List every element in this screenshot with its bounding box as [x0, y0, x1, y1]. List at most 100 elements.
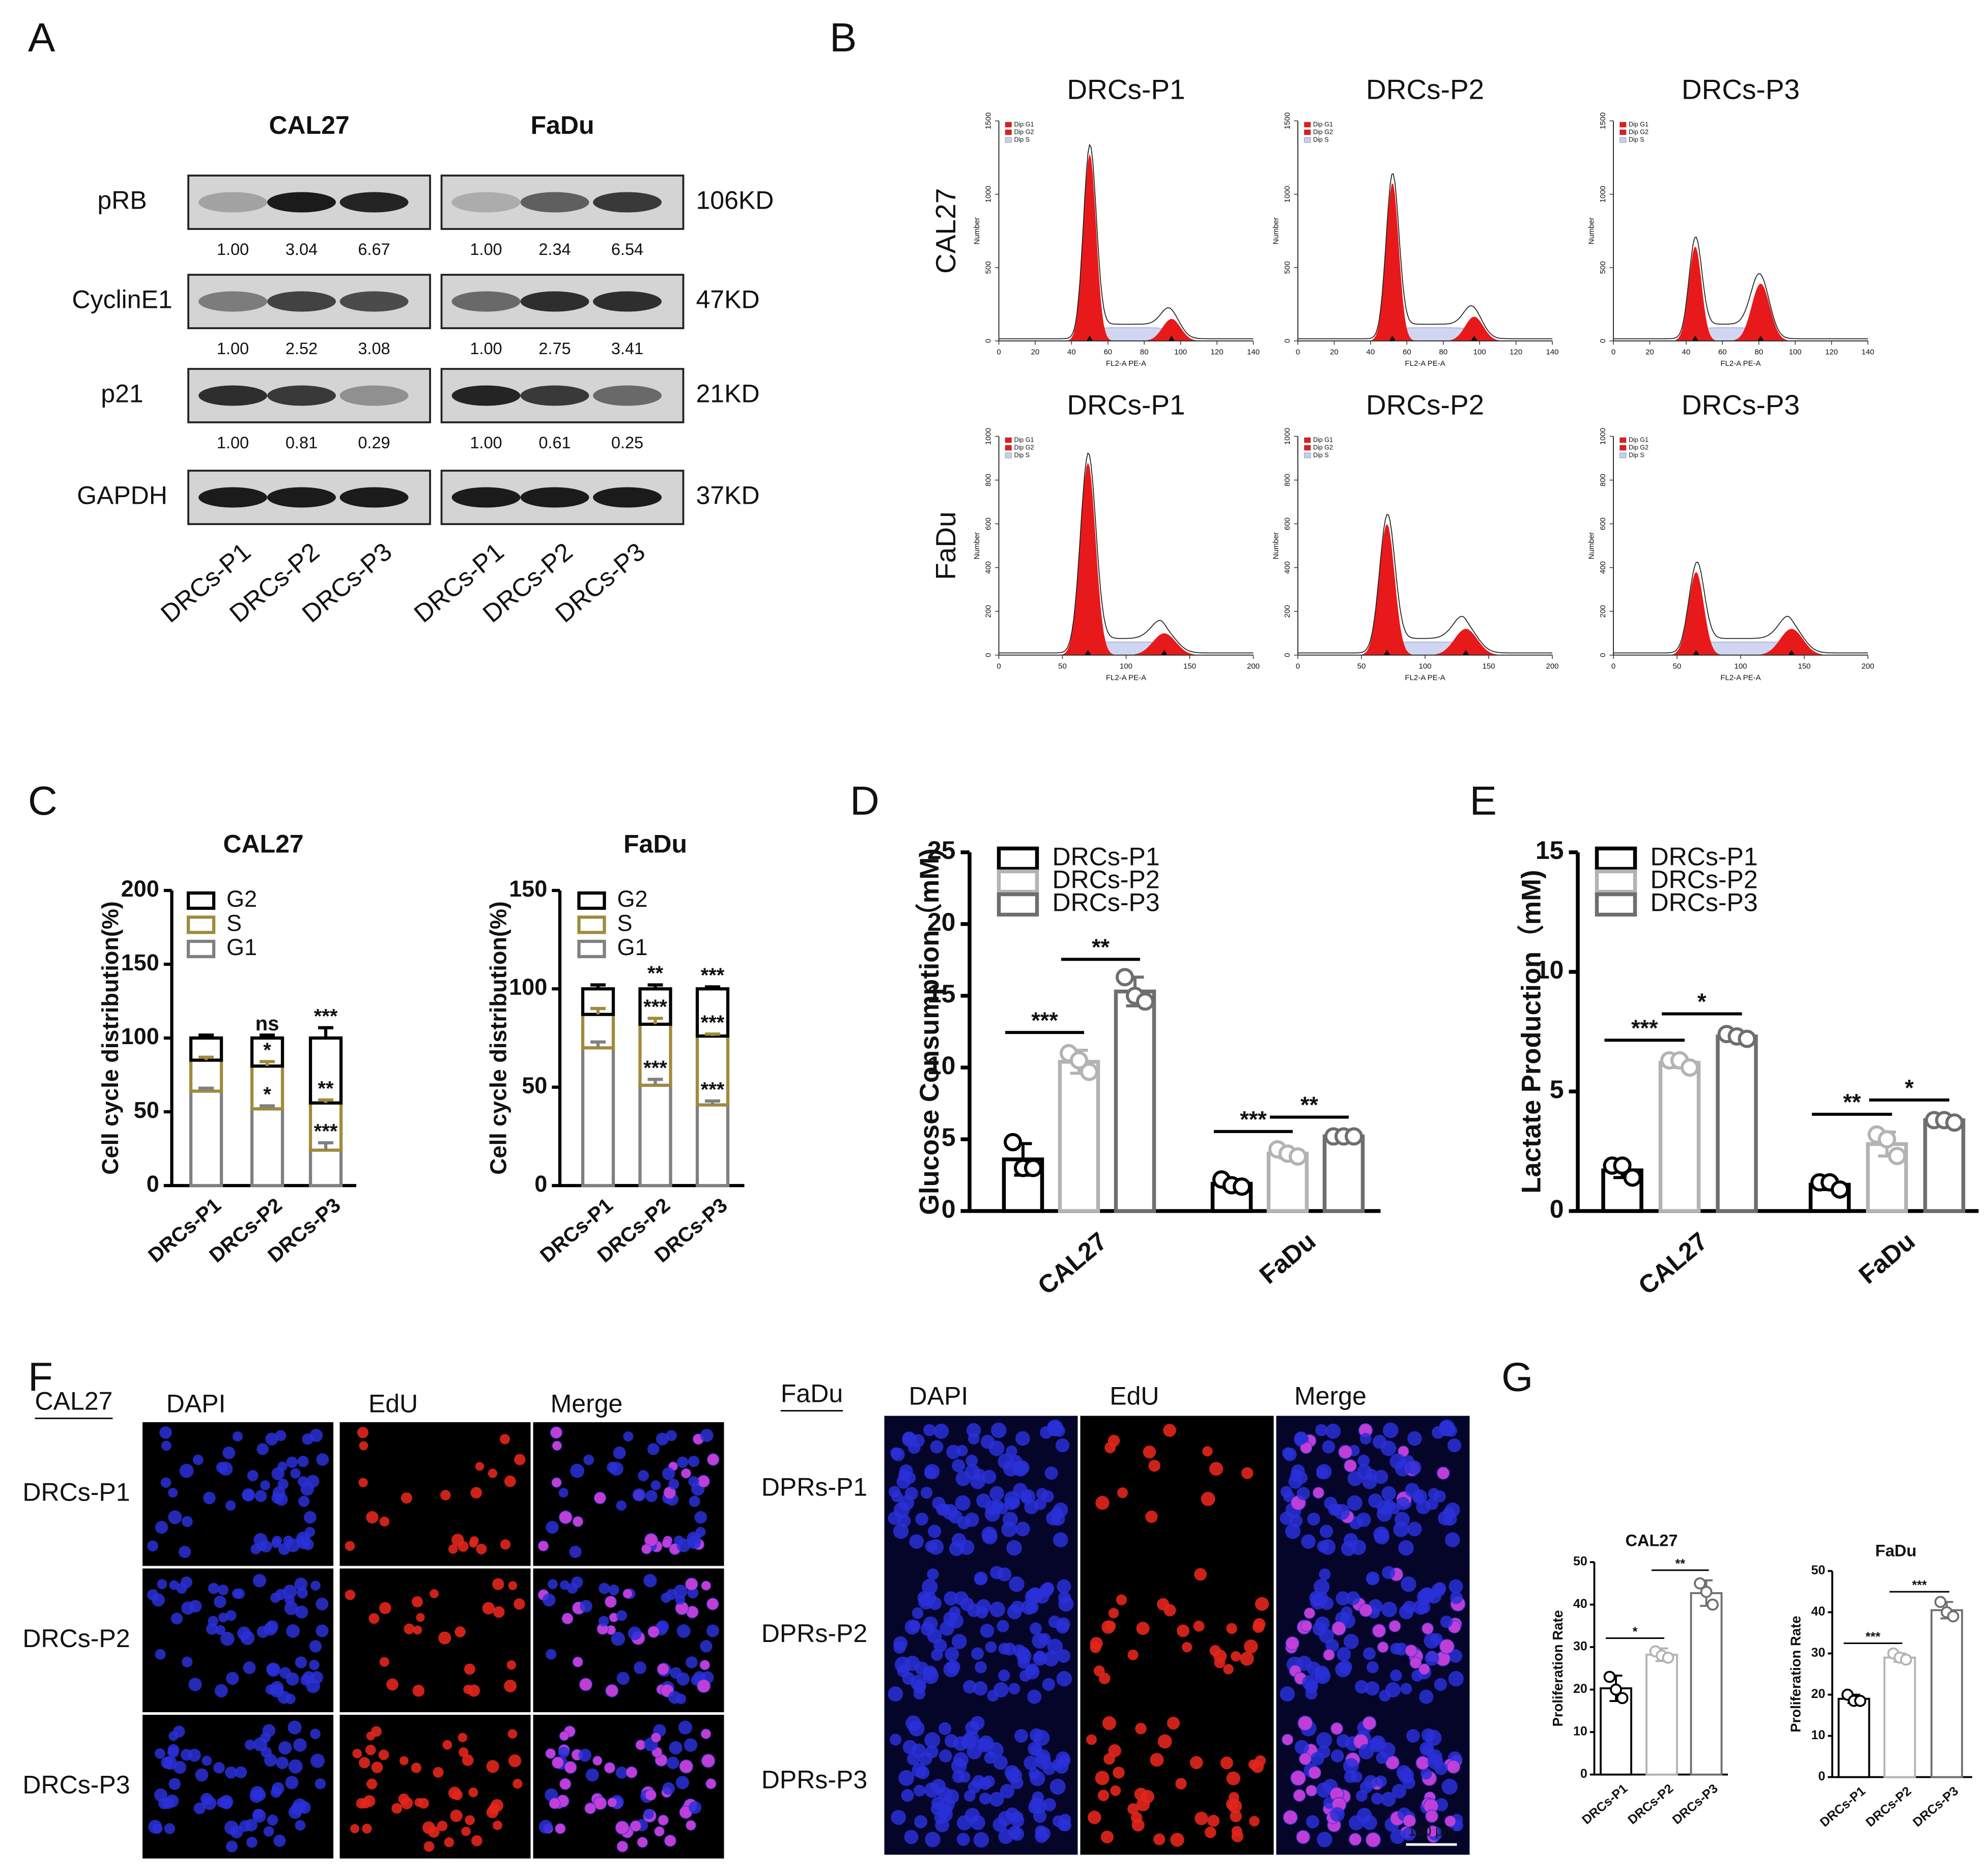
nucleus	[975, 1661, 987, 1674]
nucleus	[898, 1770, 915, 1786]
data-point	[1613, 1156, 1632, 1175]
edu-positive-nucleus	[686, 1578, 698, 1590]
nucleus	[260, 1732, 271, 1743]
tick-label: 60	[1718, 348, 1727, 356]
nucleus	[1038, 1633, 1051, 1646]
edu-positive-nucleus	[379, 1657, 389, 1667]
legend-swatch	[1595, 892, 1637, 917]
data-point	[1878, 1130, 1896, 1148]
band-quantification: 0.25	[611, 434, 643, 452]
panel-label: G	[1501, 1355, 1533, 1400]
y-tick-label: 0	[147, 1171, 159, 1197]
nucleus	[676, 1624, 691, 1638]
nucleus	[1296, 1487, 1310, 1501]
nucleus	[1325, 1423, 1341, 1439]
band-quantification: 0.81	[286, 434, 318, 452]
nucleus	[951, 1533, 967, 1548]
edu-positive-nucleus	[1426, 1810, 1438, 1823]
nucleus	[1006, 1540, 1022, 1556]
data-point	[1135, 992, 1154, 1011]
edu-positive-nucleus	[371, 1762, 383, 1773]
microscopy-tile	[1080, 1562, 1274, 1709]
error-bar	[318, 1098, 333, 1103]
edu-positive-nucleus	[1301, 1620, 1312, 1631]
nucleus	[1053, 1532, 1068, 1547]
edu-positive-nucleus	[1228, 1799, 1242, 1813]
edu-positive-nucleus	[1241, 1467, 1254, 1479]
nucleus	[675, 1595, 686, 1605]
bar-segment	[638, 1083, 672, 1188]
tick-label: 120	[1825, 348, 1838, 356]
edu-positive-nucleus	[608, 1798, 617, 1807]
edu-positive-nucleus	[1110, 1785, 1121, 1796]
error-bar	[259, 1104, 275, 1109]
nucleus	[980, 1624, 995, 1638]
edu-positive-nucleus	[357, 1427, 369, 1438]
nucleus	[1400, 1683, 1412, 1695]
nucleus	[938, 1807, 953, 1822]
nucleus	[155, 1520, 168, 1534]
nucleus	[316, 1453, 329, 1466]
edu-positive-nucleus	[675, 1602, 689, 1615]
tick-label: 200	[1599, 605, 1607, 618]
nucleus	[983, 1775, 995, 1788]
nucleus	[608, 1585, 619, 1596]
g1-peak	[1298, 524, 1552, 655]
nucleus	[1346, 1591, 1360, 1605]
flow-legend-label: Dip G2	[1313, 128, 1333, 135]
bar-segment	[581, 1046, 615, 1188]
nucleus	[263, 1826, 274, 1837]
error-bar	[198, 1055, 214, 1060]
nucleus	[904, 1830, 919, 1845]
band-quantification: 3.08	[358, 339, 390, 358]
nucleus	[1316, 1464, 1332, 1480]
nucleus	[1319, 1568, 1331, 1580]
tick-label: 140	[1546, 348, 1558, 356]
molecular-weight: 37KD	[696, 481, 760, 510]
nucleus	[1330, 1807, 1345, 1822]
legend-swatch	[1620, 137, 1627, 143]
y-tick-label: 10	[927, 1051, 956, 1080]
nucleus	[973, 1832, 989, 1848]
nucleus	[888, 1511, 901, 1525]
nucleus	[284, 1601, 298, 1616]
edu-positive-nucleus	[504, 1475, 516, 1487]
legend-swatch	[1595, 869, 1637, 894]
nucleus	[1294, 1740, 1309, 1754]
nucleus	[1355, 1680, 1369, 1694]
edu-positive-nucleus	[1344, 1459, 1356, 1472]
edu-positive-nucleus	[617, 1841, 628, 1852]
nucleus	[1365, 1681, 1380, 1696]
nucleus	[1428, 1488, 1440, 1500]
condition-label: DRCs-P1	[22, 1478, 130, 1506]
legend-label: DRCs-P3	[1053, 888, 1160, 917]
nucleus	[179, 1463, 194, 1478]
flow-x-label: FL2-A PE-A	[1720, 359, 1760, 368]
nucleus	[214, 1595, 226, 1608]
nucleus	[546, 1649, 557, 1660]
y-tick-label: 200	[121, 876, 159, 902]
edu-positive-nucleus	[1389, 1620, 1401, 1632]
nucleus	[1373, 1527, 1389, 1542]
data-point	[1232, 1177, 1251, 1196]
nucleus	[914, 1815, 927, 1829]
edu-positive-nucleus	[1209, 1462, 1224, 1476]
nucleus	[214, 1684, 228, 1697]
nucleus	[987, 1689, 999, 1702]
nucleus	[542, 1593, 556, 1607]
error-bar	[198, 1086, 214, 1091]
edu-positive-nucleus	[493, 1820, 502, 1830]
nucleus	[918, 1594, 934, 1610]
nucleus	[254, 1490, 267, 1502]
edu-positive-nucleus	[440, 1490, 451, 1501]
nucleus	[930, 1440, 944, 1454]
nucleus	[1347, 1495, 1362, 1511]
nucleus	[538, 1820, 553, 1834]
tick-label: 1000	[1599, 186, 1607, 203]
edu-positive-nucleus	[411, 1763, 422, 1773]
edu-positive-nucleus	[605, 1596, 616, 1607]
nucleus	[1053, 1815, 1064, 1827]
edu-positive-nucleus	[359, 1441, 368, 1451]
nucleus	[661, 1592, 671, 1603]
flow-legend-label: Dip G2	[1629, 444, 1649, 451]
